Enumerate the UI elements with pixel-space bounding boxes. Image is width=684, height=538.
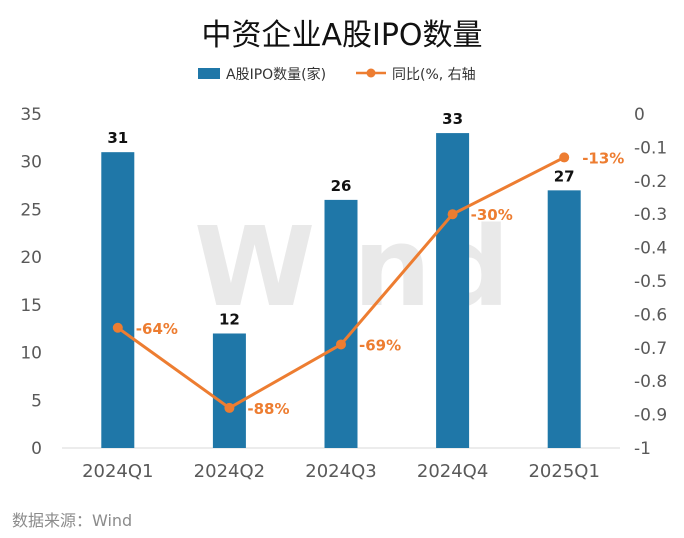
line-point	[224, 402, 235, 413]
y-left-tick-label: 0	[31, 439, 42, 459]
bar-data-label: 27	[554, 167, 575, 185]
bar-data-label: 12	[219, 310, 240, 328]
legend-line-marker	[366, 68, 376, 78]
bar-data-label: 31	[107, 129, 128, 147]
bar	[101, 152, 135, 448]
line-point	[336, 339, 346, 350]
y-left-tick-label: 5	[31, 391, 42, 411]
x-tick-label: 2024Q1	[82, 461, 153, 482]
x-tick-label: 2025Q1	[528, 461, 599, 482]
x-tick-label: 2024Q2	[194, 461, 265, 482]
y-right-tick-label: -0.5	[634, 272, 667, 292]
y-left-tick-label: 10	[20, 344, 42, 364]
legend-line-label: 同比(%, 右轴	[392, 67, 476, 83]
y-left-tick-label: 25	[20, 200, 42, 220]
y-right-tick-label: -0.6	[634, 305, 667, 325]
y-right-tick-label: -1	[634, 439, 651, 459]
x-tick-label: 2024Q4	[417, 461, 488, 482]
line-series: -64% -88% -69% -30% -13%	[112, 149, 624, 418]
line-data-label: -88%	[247, 400, 289, 418]
y-right-tick-label: 0	[634, 105, 645, 125]
legend-bar-label: A股IPO数量(家)	[226, 66, 326, 83]
bar-data-label: 33	[442, 110, 463, 128]
x-tick-label: 2024Q3	[305, 461, 376, 482]
y-right-tick-label: -0.2	[634, 172, 667, 192]
line-point	[559, 152, 570, 163]
x-axis: 2024Q1 2024Q2 2024Q3 2024Q4 2025Q1	[82, 461, 600, 482]
bar	[436, 133, 470, 449]
line-point	[447, 209, 458, 220]
bar	[547, 190, 581, 449]
y-right-tick-label: -0.4	[634, 239, 667, 259]
line-data-label: -30%	[471, 206, 513, 224]
y-right-tick-label: -0.3	[634, 205, 667, 225]
legend-bar-swatch	[198, 68, 220, 79]
bar	[324, 199, 358, 448]
y-axis-right: -1 -0.9 -0.8 -0.7 -0.6 -0.5 -0.4 -0.3 -0.2 -0.1 0	[634, 105, 667, 459]
source-note: 数据来源：Wind	[12, 511, 132, 530]
y-right-tick-label: -0.7	[634, 339, 667, 359]
y-axis-left: 0 5 10 15 20 25 30 35	[20, 105, 42, 459]
line-point	[112, 322, 123, 333]
bar	[212, 333, 246, 448]
line-data-label: -69%	[359, 336, 401, 354]
y-left-tick-label: 20	[20, 248, 42, 268]
line-data-label: -13%	[582, 149, 624, 167]
chart-title: 中资企业A股IPO数量	[201, 18, 482, 53]
y-right-tick-label: -0.8	[634, 372, 667, 392]
legend: A股IPO数量(家) 同比(%, 右轴	[198, 66, 476, 83]
bar-series: 31 12 26 33 27	[101, 110, 581, 449]
y-left-tick-label: 30	[20, 153, 42, 173]
line-data-label: -64%	[136, 320, 178, 338]
y-right-tick-label: -0.1	[634, 138, 667, 158]
y-left-tick-label: 35	[20, 105, 42, 125]
y-left-tick-label: 15	[20, 296, 42, 316]
y-right-tick-label: -0.9	[634, 406, 667, 426]
bar-data-label: 26	[331, 177, 352, 195]
